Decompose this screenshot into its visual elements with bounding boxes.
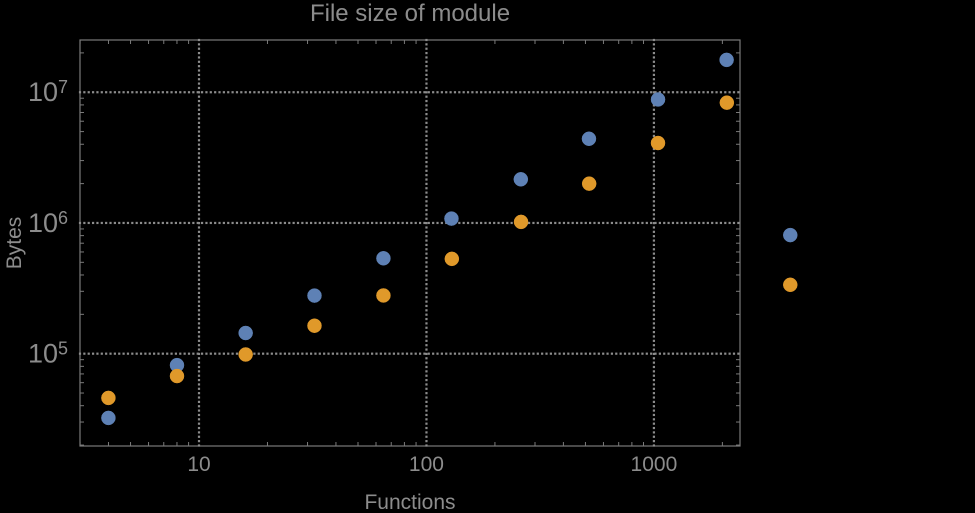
svg-text:100: 100 [409,453,444,476]
svg-text:Bytes: Bytes [3,217,26,270]
svg-text:105: 105 [28,339,68,369]
svg-text:107: 107 [28,77,68,107]
svg-text:File size of module: File size of module [310,0,510,27]
svg-text:1000: 1000 [631,453,678,476]
svg-text:Functions: Functions [364,491,455,513]
svg-text:106: 106 [28,208,68,238]
svg-text:10: 10 [187,453,210,476]
